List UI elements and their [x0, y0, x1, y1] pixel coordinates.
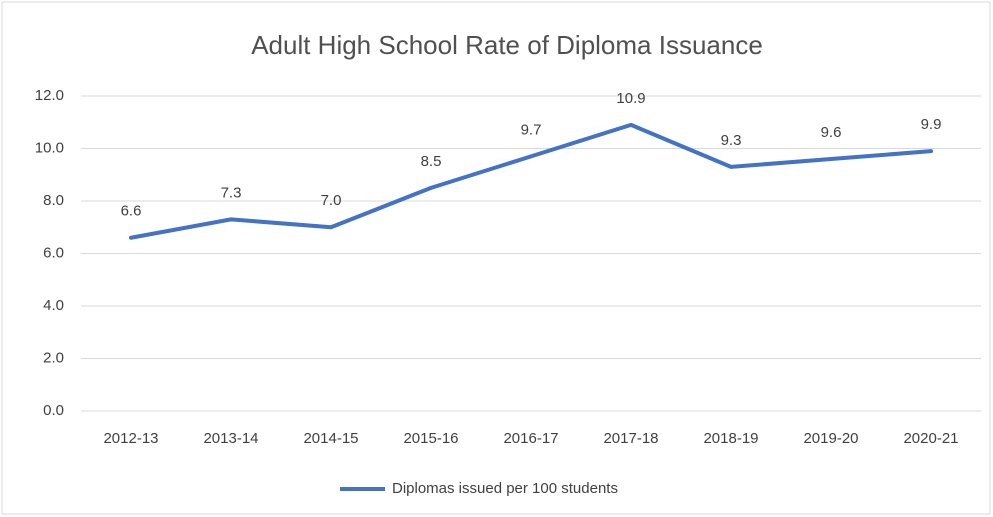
data-label: 9.7	[521, 121, 542, 138]
x-tick-label: 2020-21	[903, 430, 958, 447]
y-tick-label: 8.0	[43, 192, 64, 209]
x-tick-label: 2017-18	[603, 430, 658, 447]
data-label: 7.3	[221, 184, 242, 201]
y-tick-label: 0.0	[43, 402, 64, 419]
x-tick-label: 2014-15	[303, 430, 358, 447]
y-tick-label: 4.0	[43, 297, 64, 314]
y-tick-label: 12.0	[35, 87, 64, 104]
x-tick-label: 2019-20	[803, 430, 858, 447]
y-tick-label: 10.0	[35, 139, 64, 156]
y-tick-label: 2.0	[43, 349, 64, 366]
x-tick-label: 2018-19	[703, 430, 758, 447]
data-label: 9.6	[821, 124, 842, 141]
x-tick-label: 2012-13	[103, 430, 158, 447]
data-label: 10.9	[616, 90, 645, 107]
x-tick-label: 2015-16	[403, 430, 458, 447]
data-label: 6.6	[121, 203, 142, 220]
legend-label: Diplomas issued per 100 students	[392, 480, 618, 497]
data-label: 8.5	[421, 153, 442, 170]
chart-title: Adult High School Rate of Diploma Issuan…	[251, 30, 763, 60]
x-tick-label: 2016-17	[503, 430, 558, 447]
data-label: 9.9	[921, 116, 942, 133]
data-label: 9.3	[721, 132, 742, 149]
y-tick-label: 6.0	[43, 244, 64, 261]
data-line	[129, 122, 933, 240]
data-label: 7.0	[321, 192, 342, 209]
x-tick-label: 2013-14	[203, 430, 258, 447]
